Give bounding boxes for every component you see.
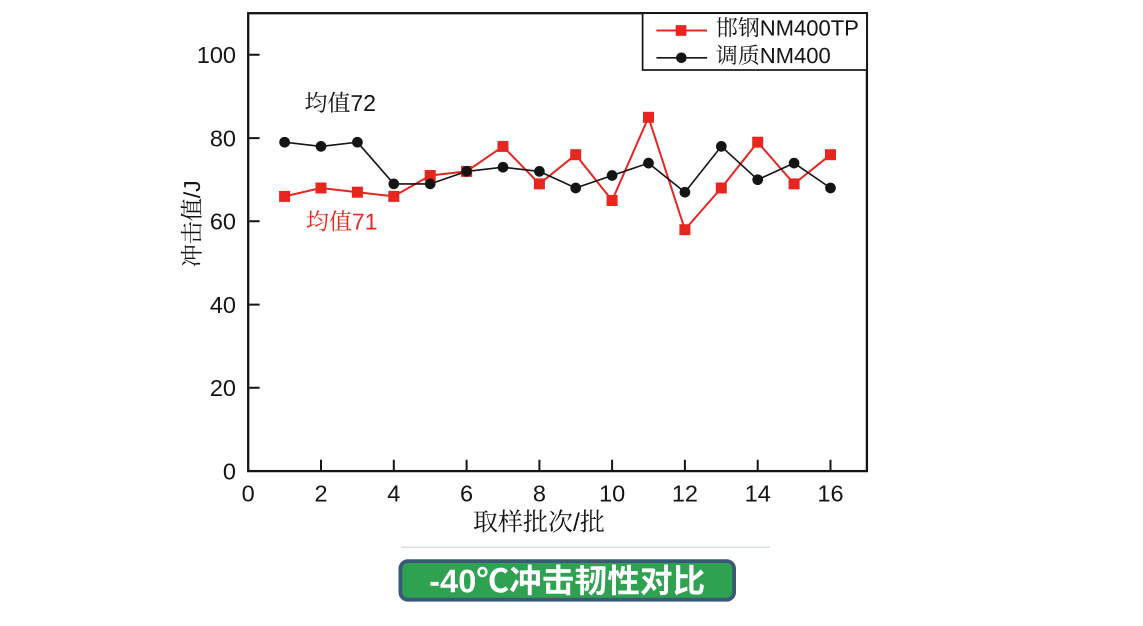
svg-text:4: 4: [387, 481, 400, 507]
svg-text:2: 2: [314, 481, 327, 507]
svg-text:0: 0: [223, 459, 236, 485]
svg-text:40: 40: [210, 292, 236, 318]
svg-text:60: 60: [210, 209, 236, 235]
svg-text:12: 12: [672, 481, 698, 507]
svg-text:100: 100: [197, 42, 236, 68]
svg-text:0: 0: [242, 481, 255, 507]
svg-text:10: 10: [599, 481, 625, 507]
svg-text:80: 80: [210, 126, 236, 152]
svg-text:20: 20: [210, 375, 236, 401]
svg-text:8: 8: [533, 481, 546, 507]
svg-text:14: 14: [745, 481, 771, 507]
svg-text:6: 6: [460, 481, 473, 507]
svg-text:16: 16: [817, 481, 843, 507]
